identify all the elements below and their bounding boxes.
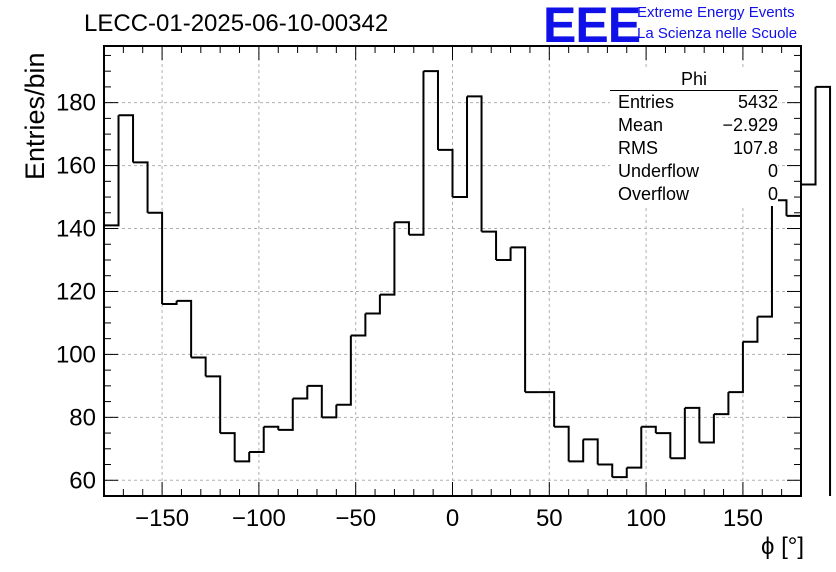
stats-label: Overflow <box>618 184 690 204</box>
stats-label: Mean <box>618 115 664 135</box>
x-axis-ticks: −150 −100 −50 0 50 100 150 <box>103 46 802 532</box>
histogram-bin <box>162 300 178 306</box>
histogram-bin <box>757 200 773 318</box>
histogram-bin <box>641 425 657 434</box>
histogram-bin <box>103 115 120 496</box>
stats-row-underflow: Underflow 0 <box>610 160 778 183</box>
stats-value: 5432 <box>737 92 778 112</box>
histogram-bin <box>670 407 686 460</box>
stats-label: RMS <box>618 138 658 158</box>
histogram-bin <box>205 375 222 434</box>
histogram-bin <box>263 425 280 430</box>
stats-row-overflow: Overflow 0 <box>610 183 778 206</box>
histogram-bin <box>365 294 381 315</box>
y-tick-label: 100 <box>56 341 96 368</box>
logo-line-2: La Scienza nelle Scuole <box>637 25 798 42</box>
histogram-bin <box>612 467 628 479</box>
histogram-bin <box>815 85 832 496</box>
histogram-bin <box>742 316 759 343</box>
x-axis-label: ϕ [°] <box>760 533 804 560</box>
histogram-bin <box>467 95 483 232</box>
histogram-bin <box>423 70 439 150</box>
x-tick-label: −150 <box>135 505 189 532</box>
x-tick-label: −50 <box>335 505 376 532</box>
histogram-bin <box>220 432 236 462</box>
histogram-bin <box>147 211 164 305</box>
chart-title: LECC-01-2025-06-10-00342 <box>84 10 389 37</box>
histogram-bin <box>191 356 207 377</box>
y-tick-label: 60 <box>69 467 96 494</box>
histogram-bin <box>554 425 570 462</box>
eee-logo: EEE <box>543 0 641 53</box>
stats-label: Underflow <box>618 161 700 181</box>
y-tick-label: 140 <box>56 216 96 243</box>
histogram-bin <box>234 451 251 463</box>
histogram-bin <box>408 71 425 236</box>
histogram-bin <box>118 114 135 163</box>
stats-row-mean: Mean −2.929 <box>610 114 778 137</box>
y-tick-label: 160 <box>56 153 96 180</box>
histogram-bin <box>597 463 614 478</box>
y-axis-ticks: 60 80 100 120 140 160 180 <box>56 54 801 494</box>
histogram-bin <box>292 385 309 400</box>
y-axis-label: Entries/bin <box>20 52 50 180</box>
y-tick-label: 180 <box>56 90 96 117</box>
histogram-bin <box>801 86 817 186</box>
histogram-series <box>103 70 832 496</box>
histogram-bin <box>350 313 367 337</box>
stats-row-entries: Entries 5432 <box>610 91 778 114</box>
x-tick-label: −100 <box>232 505 286 532</box>
histogram-bin <box>394 221 410 235</box>
histogram-bin <box>176 299 193 358</box>
stats-box-title: Phi <box>610 68 778 91</box>
histogram-bin <box>568 439 585 463</box>
stats-value: 107.8 <box>732 138 778 158</box>
histogram-bin <box>539 391 556 427</box>
stats-label: Entries <box>618 92 675 112</box>
histogram-bin <box>278 398 294 431</box>
stats-value: 0 <box>767 161 778 181</box>
stats-box: Phi Entries 5432 Mean −2.929 RMS 107.8 U… <box>610 68 778 206</box>
stats-value: 0 <box>767 184 778 204</box>
histogram-bin <box>249 426 265 453</box>
histogram-bin <box>626 426 643 469</box>
x-tick-label: 100 <box>626 505 666 532</box>
histogram-bin <box>713 392 730 416</box>
x-tick-label: 150 <box>723 505 763 532</box>
histogram-bin <box>307 384 323 418</box>
histogram-bin <box>655 432 672 459</box>
histogram-bin <box>684 406 701 443</box>
histogram-bin <box>452 96 469 199</box>
histogram-bin <box>583 438 599 465</box>
histogram-bin <box>321 404 338 419</box>
histogram-bin <box>496 247 512 261</box>
y-tick-label: 120 <box>56 278 96 305</box>
histogram-bin <box>133 161 149 213</box>
y-tick-label: 80 <box>69 404 96 431</box>
stats-row-rms: RMS 107.8 <box>610 137 778 160</box>
stats-value: −2.929 <box>722 115 778 135</box>
histogram-bin <box>379 222 396 296</box>
x-tick-label: 0 <box>446 505 459 532</box>
x-tick-label: 50 <box>536 505 563 532</box>
histogram-bin <box>481 230 498 260</box>
logo-line-1: Extreme Energy Events <box>637 4 795 21</box>
histogram-bin <box>336 335 352 406</box>
histogram-bin <box>437 148 454 198</box>
histogram-bin <box>699 414 715 444</box>
histogram-bin <box>510 246 527 393</box>
histogram-bin <box>786 184 802 217</box>
histogram-bin <box>728 341 744 394</box>
